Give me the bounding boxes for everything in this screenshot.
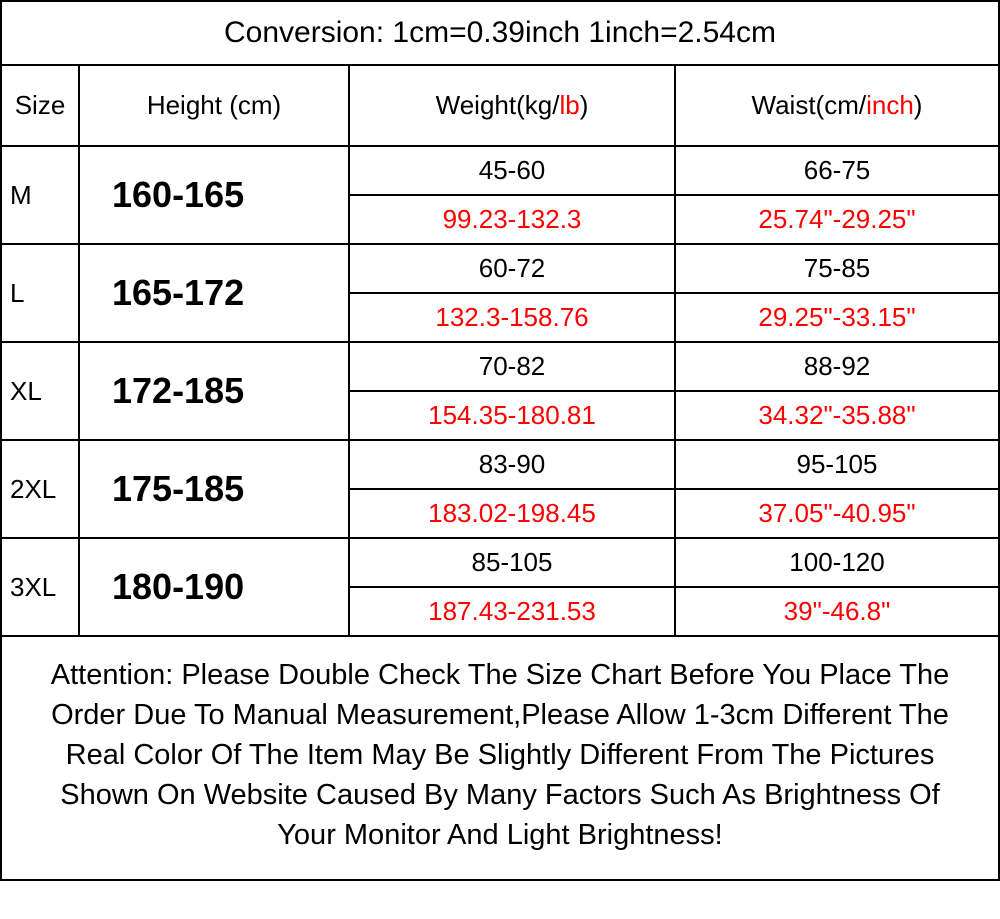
conversion-note: Conversion: 1cm=0.39inch 1inch=2.54cm: [2, 2, 998, 66]
header-height: Height (cm): [80, 66, 350, 145]
cell-waist-imperial: 25.74"-29.25": [676, 196, 998, 243]
cell-size: XL: [2, 343, 80, 439]
cell-weight-metric: 45-60: [350, 147, 674, 196]
cell-weight: 60-72 132.3-158.76: [350, 245, 676, 341]
table-row: L 165-172 60-72 132.3-158.76 75-85 29.25…: [2, 245, 998, 343]
cell-waist-metric: 88-92: [676, 343, 998, 392]
cell-waist-imperial: 29.25"-33.15": [676, 294, 998, 341]
cell-waist-metric: 75-85: [676, 245, 998, 294]
cell-waist-imperial: 34.32"-35.88": [676, 392, 998, 439]
cell-weight-imperial: 132.3-158.76: [350, 294, 674, 341]
cell-waist: 66-75 25.74"-29.25": [676, 147, 998, 243]
cell-waist-metric: 95-105: [676, 441, 998, 490]
header-waist: Waist(cm/inch): [676, 66, 998, 145]
cell-height: 165-172: [80, 245, 350, 341]
header-size: Size: [2, 66, 80, 145]
table-header-row: Size Height (cm) Weight(kg/lb) Waist(cm/…: [2, 66, 998, 147]
header-weight-unit: lb: [559, 90, 579, 121]
header-waist-post: ): [914, 90, 923, 121]
cell-weight-metric: 85-105: [350, 539, 674, 588]
cell-weight: 70-82 154.35-180.81: [350, 343, 676, 439]
header-waist-unit: inch: [866, 90, 914, 121]
header-weight: Weight(kg/lb): [350, 66, 676, 145]
header-weight-pre: Weight(kg/: [436, 90, 560, 121]
cell-weight-imperial: 187.43-231.53: [350, 588, 674, 635]
table-row: 2XL 175-185 83-90 183.02-198.45 95-105 3…: [2, 441, 998, 539]
header-waist-pre: Waist(cm/: [752, 90, 867, 121]
cell-waist: 95-105 37.05"-40.95": [676, 441, 998, 537]
cell-height: 160-165: [80, 147, 350, 243]
cell-weight-metric: 60-72: [350, 245, 674, 294]
size-chart-table: Conversion: 1cm=0.39inch 1inch=2.54cm Si…: [0, 0, 1000, 881]
attention-note: Attention: Please Double Check The Size …: [2, 637, 998, 879]
cell-height: 175-185: [80, 441, 350, 537]
cell-weight-imperial: 154.35-180.81: [350, 392, 674, 439]
cell-weight-imperial: 183.02-198.45: [350, 490, 674, 537]
cell-waist: 75-85 29.25"-33.15": [676, 245, 998, 341]
cell-size: M: [2, 147, 80, 243]
cell-weight-metric: 83-90: [350, 441, 674, 490]
cell-waist-metric: 66-75: [676, 147, 998, 196]
cell-size: L: [2, 245, 80, 341]
cell-size: 2XL: [2, 441, 80, 537]
cell-weight-imperial: 99.23-132.3: [350, 196, 674, 243]
cell-weight: 45-60 99.23-132.3: [350, 147, 676, 243]
cell-waist: 88-92 34.32"-35.88": [676, 343, 998, 439]
header-weight-post: ): [580, 90, 589, 121]
cell-height: 180-190: [80, 539, 350, 635]
table-row: 3XL 180-190 85-105 187.43-231.53 100-120…: [2, 539, 998, 637]
cell-waist-metric: 100-120: [676, 539, 998, 588]
table-row: XL 172-185 70-82 154.35-180.81 88-92 34.…: [2, 343, 998, 441]
cell-waist-imperial: 37.05"-40.95": [676, 490, 998, 537]
cell-size: 3XL: [2, 539, 80, 635]
cell-weight: 83-90 183.02-198.45: [350, 441, 676, 537]
cell-height: 172-185: [80, 343, 350, 439]
cell-weight-metric: 70-82: [350, 343, 674, 392]
cell-waist: 100-120 39"-46.8": [676, 539, 998, 635]
cell-waist-imperial: 39"-46.8": [676, 588, 998, 635]
table-row: M 160-165 45-60 99.23-132.3 66-75 25.74"…: [2, 147, 998, 245]
cell-weight: 85-105 187.43-231.53: [350, 539, 676, 635]
